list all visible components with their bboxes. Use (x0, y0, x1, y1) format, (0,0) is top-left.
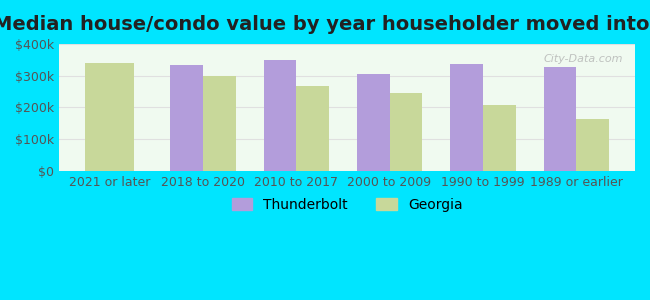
Bar (357, 74, 389, 171)
Text: City-Data.com: City-Data.com (544, 54, 623, 64)
Legend: Thunderbolt, Georgia: Thunderbolt, Georgia (226, 192, 468, 217)
Title: Median house/condo value by year householder moved into unit: Median house/condo value by year househo… (0, 15, 650, 34)
Bar (203, 76, 235, 171)
Bar (483, 105, 515, 171)
Bar (264, 60, 296, 171)
Bar (296, 86, 329, 171)
Bar (85, 63, 134, 171)
Bar (450, 64, 483, 171)
Bar (576, 119, 609, 171)
Bar (170, 64, 203, 171)
Bar (389, 93, 422, 171)
Bar (543, 67, 576, 171)
